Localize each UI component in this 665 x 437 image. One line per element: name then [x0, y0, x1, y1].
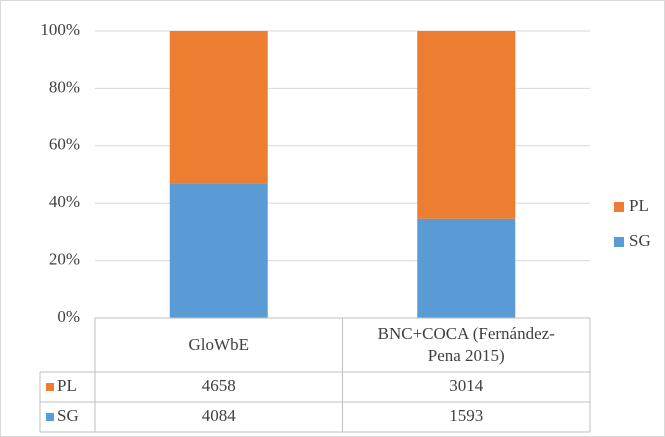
y-tick-label: 80%	[49, 77, 80, 96]
x-tick-label-box: BNC+COCA (Fernández-Pena 2015)	[377, 324, 555, 365]
y-tick-label: 0%	[57, 307, 80, 326]
table-value: 4084	[202, 406, 237, 425]
y-tick-label: 60%	[49, 135, 80, 154]
legend-key	[614, 202, 624, 212]
table-legend-key	[46, 383, 54, 391]
y-tick-label: 20%	[49, 250, 80, 269]
legend-label: SG	[629, 231, 651, 250]
y-tick-label: 100%	[40, 20, 80, 39]
table-legend-key	[46, 413, 54, 421]
legend-label: PL	[629, 196, 649, 215]
bar	[417, 31, 516, 219]
table-series-name: PL	[57, 376, 77, 395]
table-value: 3014	[449, 376, 484, 395]
y-tick-label: 40%	[49, 192, 80, 211]
bar	[169, 31, 268, 184]
x-tick-label: GloWbE	[188, 335, 249, 354]
bar	[417, 218, 516, 318]
legend-key	[614, 237, 624, 247]
x-tick-label: BNC+COCA (Fernández-Pena 2015)	[377, 324, 555, 365]
x-tick-label-box: GloWbE	[188, 335, 249, 354]
bar	[169, 183, 268, 318]
table-value: 4658	[202, 376, 236, 395]
table-series-name: SG	[57, 406, 79, 425]
table-value: 1593	[449, 406, 483, 425]
